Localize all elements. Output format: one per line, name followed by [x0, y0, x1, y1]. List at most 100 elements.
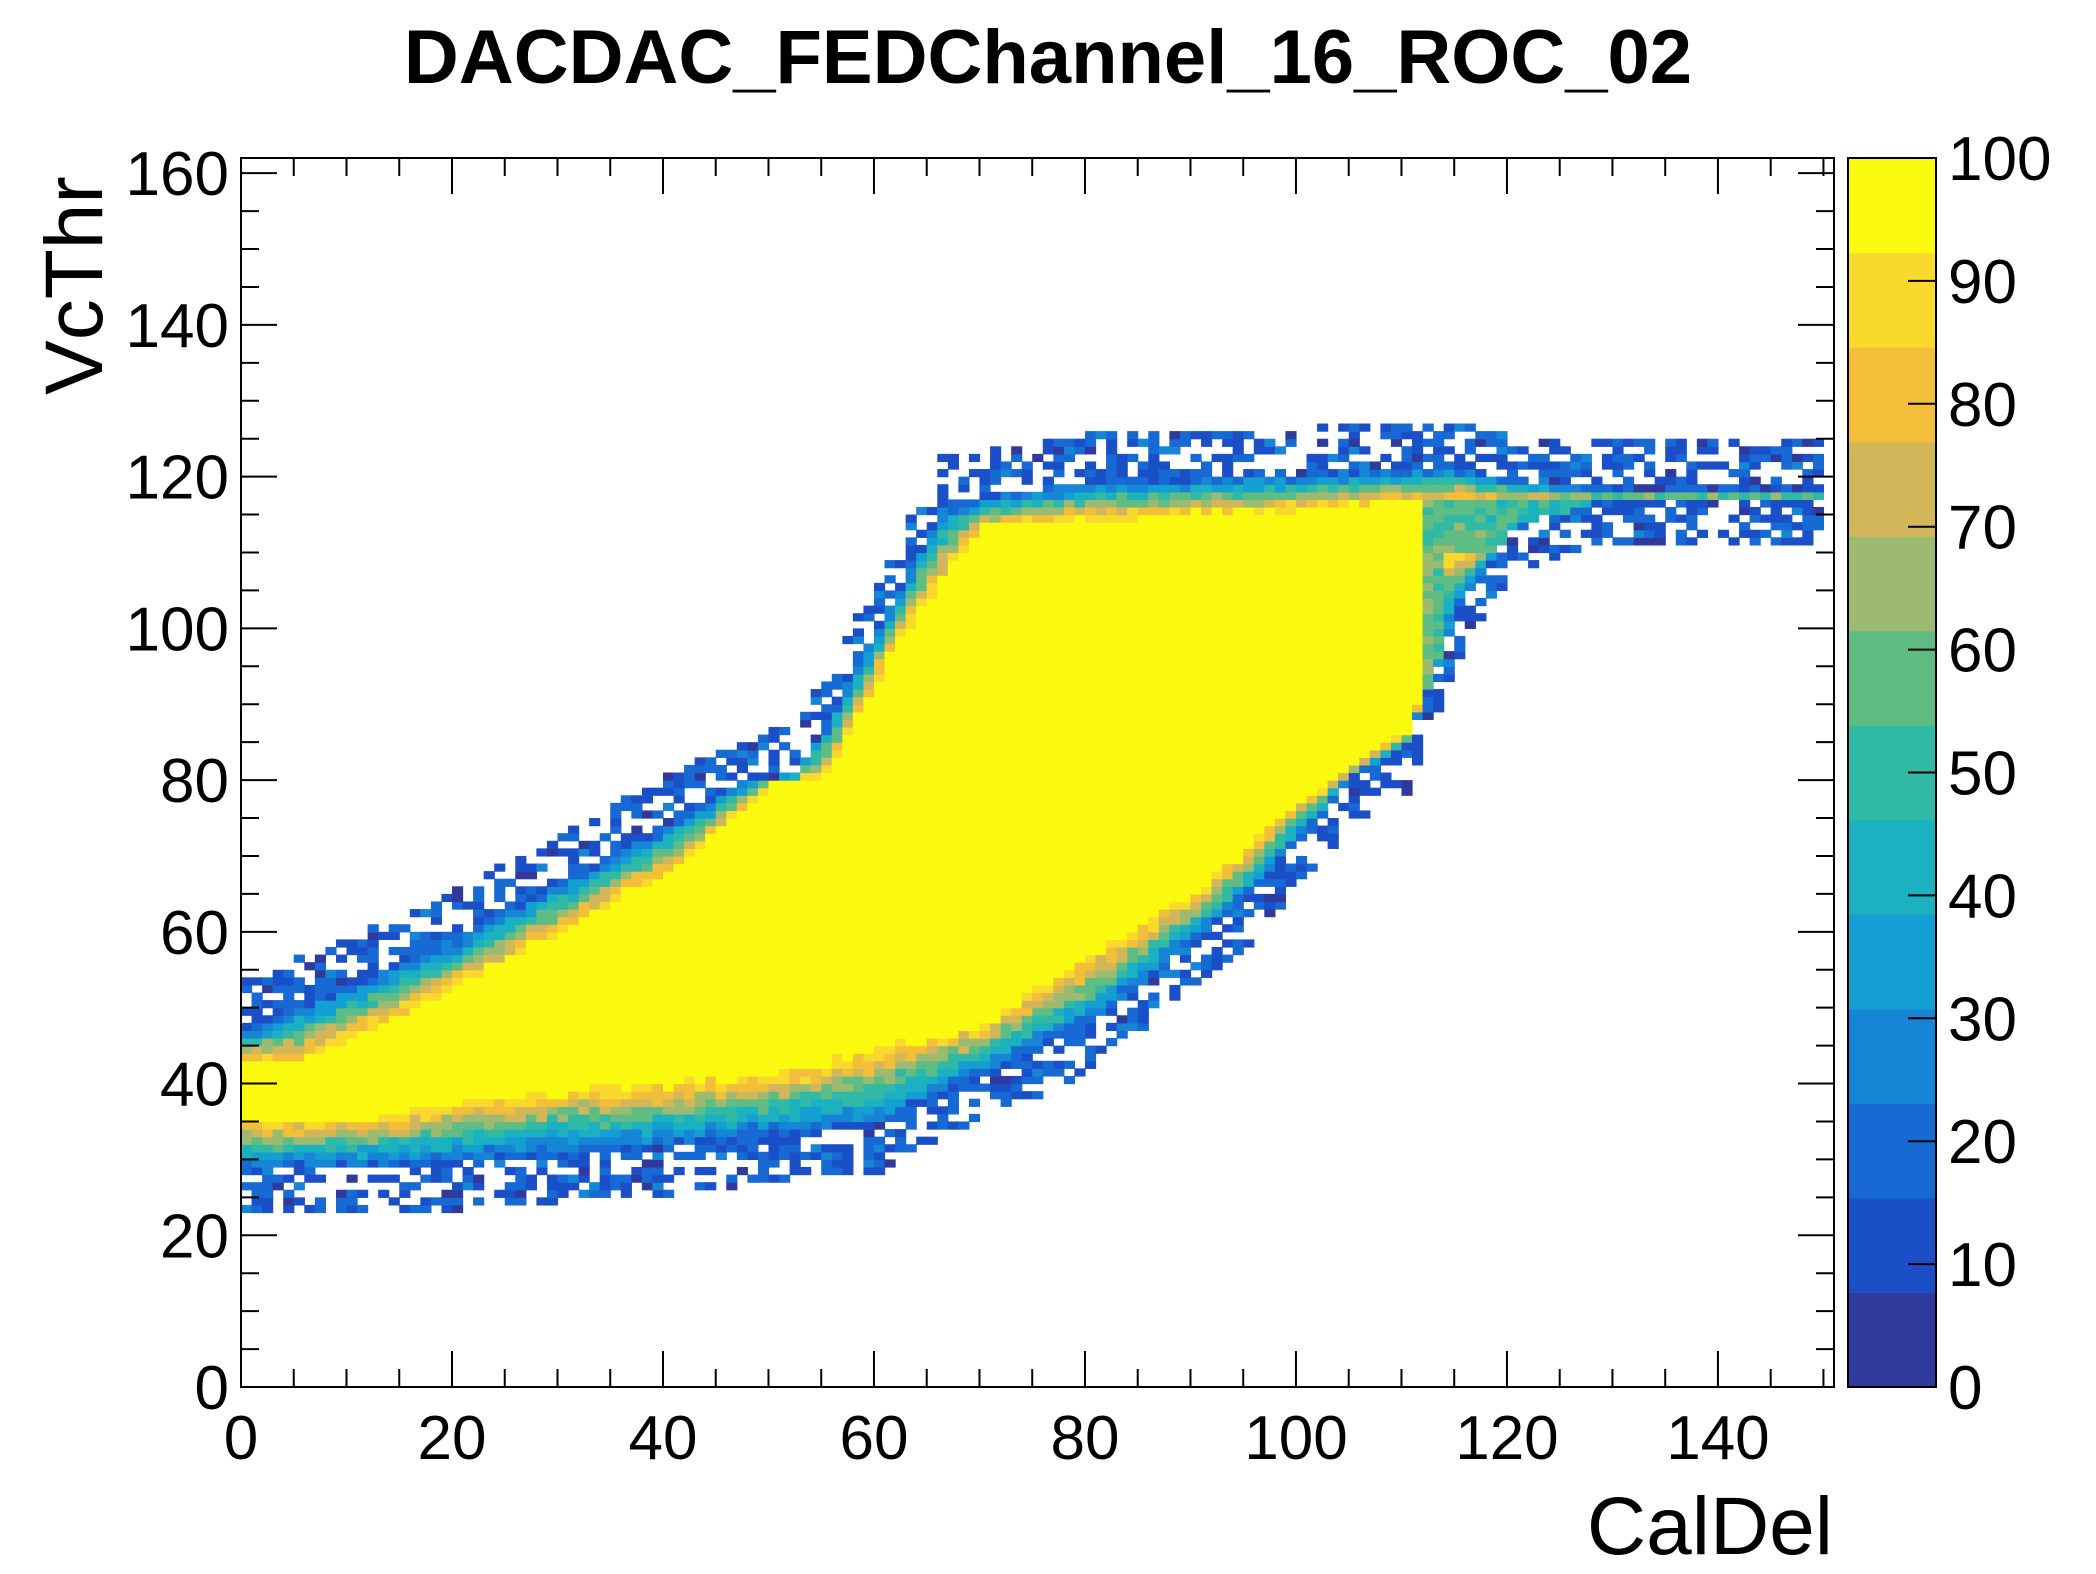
heatmap-cell: [926, 529, 938, 538]
heatmap-cell: [1106, 939, 1118, 948]
heatmap-cell: [1053, 795, 1065, 804]
heatmap-cell: [715, 962, 727, 971]
heatmap-cell: [1095, 780, 1107, 789]
heatmap-cell: [1137, 946, 1149, 956]
heatmap-cell: [251, 1083, 263, 1092]
heatmap-cell: [1032, 939, 1044, 948]
heatmap-cell: [842, 1091, 854, 1100]
heatmap-cell: [525, 954, 537, 963]
heatmap-cell: [378, 1068, 390, 1077]
heatmap-cell: [810, 931, 822, 940]
heatmap-cell: [863, 704, 875, 713]
heatmap-cell: [357, 1106, 369, 1115]
heatmap-cell: [1032, 916, 1044, 925]
heatmap-cell: [1106, 984, 1118, 994]
heatmap-cell: [335, 954, 348, 963]
heatmap-cell: [937, 1075, 949, 1085]
heatmap-cell: [378, 984, 390, 994]
heatmap-cell: [409, 992, 421, 1001]
heatmap-cell: [1179, 560, 1192, 569]
heatmap-cell: [578, 1000, 590, 1009]
heatmap-cell: [494, 1106, 506, 1115]
heatmap-cell: [631, 1045, 643, 1054]
heatmap-cell: [430, 1113, 443, 1123]
heatmap-cell: [1158, 901, 1170, 910]
heatmap-cell: [757, 802, 770, 812]
heatmap-cell: [1095, 491, 1107, 500]
heatmap-cell: [937, 810, 949, 819]
heatmap-cell: [768, 1121, 780, 1130]
heatmap-cell: [314, 1159, 326, 1168]
heatmap-cell: [684, 1083, 696, 1092]
heatmap-cell: [990, 962, 1002, 971]
heatmap-cell: [1190, 810, 1202, 819]
heatmap-cell: [937, 787, 949, 796]
heatmap-cell: [810, 787, 822, 796]
heatmap-cell: [1032, 984, 1044, 994]
heatmap-cell: [557, 1174, 569, 1183]
heatmap-cell: [1032, 544, 1044, 554]
heatmap-cell: [831, 1015, 843, 1024]
heatmap-cell: [1053, 825, 1065, 834]
heatmap-cell: [852, 893, 865, 903]
heatmap-cell: [462, 1083, 474, 1092]
heatmap-cell: [430, 1038, 443, 1047]
heatmap-cell: [1074, 666, 1086, 675]
heatmap-cell: [1127, 909, 1139, 918]
heatmap-cell: [483, 909, 495, 918]
heatmap-cell: [852, 1000, 865, 1009]
heatmap-cell: [873, 681, 886, 690]
heatmap-cell: [1074, 613, 1086, 622]
heatmap-cell: [1106, 787, 1118, 796]
heatmap-cell: [990, 613, 1002, 622]
heatmap-cell: [399, 1113, 411, 1123]
heatmap-cell: [473, 1083, 485, 1092]
heatmap-cell: [504, 1053, 516, 1062]
heatmap-cell: [726, 893, 738, 903]
heatmap-cell: [1042, 537, 1054, 546]
heatmap-cell: [1116, 711, 1128, 720]
heatmap-cell: [1158, 658, 1170, 667]
heatmap-cell: [641, 1068, 654, 1077]
heatmap-cell: [947, 1007, 959, 1016]
heatmap-cell: [1074, 818, 1086, 827]
heatmap-cell: [1000, 681, 1012, 690]
heatmap-cell: [863, 1091, 875, 1100]
heatmap-cell: [789, 1060, 801, 1069]
heatmap-cell: [895, 1083, 907, 1092]
heatmap-cell: [314, 977, 326, 986]
heatmap-cell: [684, 772, 696, 781]
heatmap-cell: [504, 1068, 516, 1077]
heatmap-cell: [557, 1030, 569, 1039]
heatmap-cell: [926, 878, 938, 887]
heatmap-cell: [462, 1015, 474, 1024]
heatmap-cell: [852, 658, 865, 667]
heatmap-cell: [272, 1083, 284, 1092]
heatmap-cell: [905, 757, 917, 766]
heatmap-cell: [684, 833, 696, 842]
heatmap-cell: [905, 802, 917, 812]
heatmap-cell: [641, 909, 654, 918]
heatmap-cell: [1000, 666, 1012, 675]
heatmap-cell: [293, 1038, 305, 1047]
heatmap-cell: [684, 1000, 696, 1009]
heatmap-cell: [757, 893, 770, 903]
heatmap-cell: [346, 1121, 358, 1130]
heatmap-cell: [842, 1007, 854, 1016]
heatmap-cell: [1084, 552, 1097, 561]
heatmap-cell: [990, 840, 1002, 849]
heatmap-cell: [863, 901, 875, 910]
heatmap-cell: [1169, 529, 1181, 538]
heatmap-cell: [420, 1083, 432, 1092]
heatmap-cell: [610, 1174, 622, 1183]
heatmap-cell: [757, 1030, 770, 1039]
heatmap-cell: [589, 1182, 601, 1191]
heatmap-cell: [494, 1136, 506, 1145]
heatmap-cell: [568, 1174, 580, 1183]
heatmap-cell: [1158, 924, 1170, 933]
heatmap-cell: [1011, 590, 1023, 599]
heatmap-cell: [842, 1015, 854, 1024]
heatmap-cell: [1032, 711, 1044, 720]
heatmap-cell: [958, 711, 970, 720]
heatmap-cell: [399, 969, 411, 978]
